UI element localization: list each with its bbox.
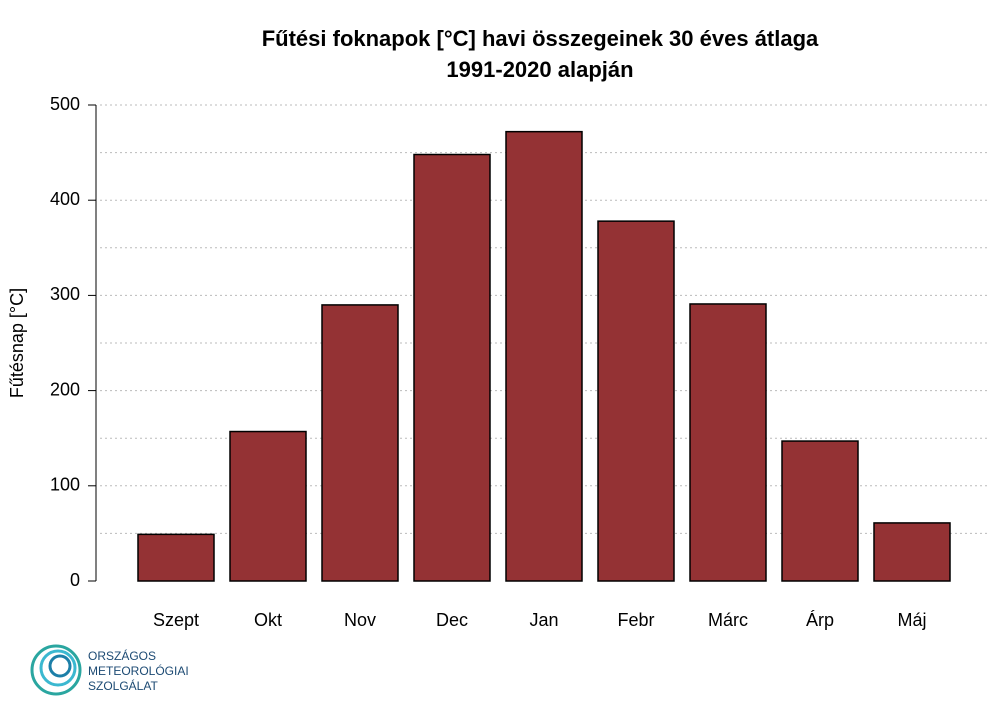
x-tick-label: Máj bbox=[897, 610, 926, 630]
y-tick-label: 100 bbox=[50, 475, 80, 495]
bar bbox=[505, 130, 583, 582]
y-tick-label: 400 bbox=[50, 189, 80, 209]
chart-title: 1991-2020 alapján bbox=[446, 57, 633, 82]
logo-icon bbox=[30, 644, 82, 696]
logo-text: SZOLGÁLAT bbox=[88, 678, 158, 693]
y-tick-label: 200 bbox=[50, 379, 80, 399]
y-axis-label: Fűtésnap [°C] bbox=[7, 288, 27, 398]
bar bbox=[597, 220, 675, 582]
x-tick-label: Nov bbox=[344, 610, 376, 630]
y-tick-label: 300 bbox=[50, 284, 80, 304]
bar bbox=[229, 430, 307, 582]
x-tick-label: Okt bbox=[254, 610, 282, 630]
bar bbox=[873, 522, 951, 582]
bar bbox=[781, 440, 859, 582]
y-tick-label: 500 bbox=[50, 94, 80, 114]
logo-text: METEOROLÓGIAI bbox=[88, 663, 189, 678]
x-tick-label: Febr bbox=[617, 610, 654, 630]
x-tick-label: Szept bbox=[153, 610, 199, 630]
x-tick-label: Árp bbox=[806, 610, 834, 630]
x-tick-label: Dec bbox=[436, 610, 468, 630]
x-tick-label: Márc bbox=[708, 610, 748, 630]
logo-text: ORSZÁGOS bbox=[88, 648, 156, 663]
x-tick-label: Jan bbox=[529, 610, 558, 630]
bar bbox=[413, 153, 491, 582]
chart-title: Fűtési foknapok [°C] havi összegeinek 30… bbox=[262, 26, 819, 51]
bar bbox=[689, 303, 767, 582]
y-tick-label: 0 bbox=[70, 570, 80, 590]
bar bbox=[137, 533, 215, 582]
bar bbox=[321, 304, 399, 582]
